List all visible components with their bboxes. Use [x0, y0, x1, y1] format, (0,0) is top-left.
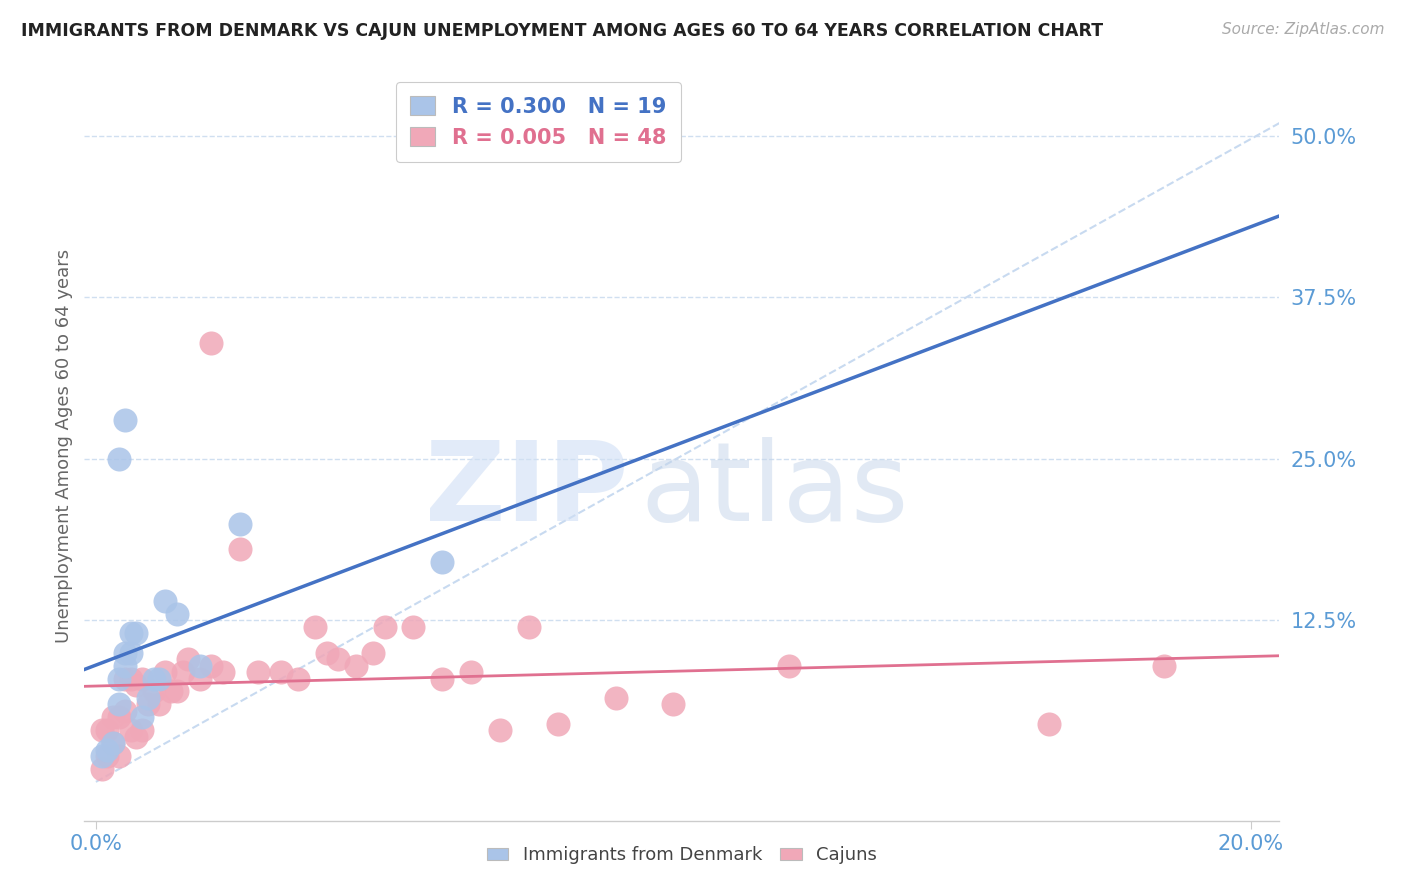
Point — [200, 335, 222, 350]
Point — [136, 698, 159, 712]
Point — [229, 516, 252, 531]
Point — [103, 736, 125, 750]
Point — [114, 646, 136, 660]
Text: Source: ZipAtlas.com: Source: ZipAtlas.com — [1222, 22, 1385, 37]
Point — [605, 690, 627, 705]
Point — [460, 665, 482, 679]
Point — [90, 749, 112, 764]
Point — [114, 704, 136, 718]
Point — [547, 716, 569, 731]
Point — [131, 710, 153, 724]
Point — [120, 672, 142, 686]
Point — [125, 626, 148, 640]
Point — [90, 762, 112, 776]
Point — [402, 620, 425, 634]
Point — [108, 698, 131, 712]
Point — [108, 451, 131, 466]
Point — [315, 646, 337, 660]
Point — [778, 658, 800, 673]
Point — [662, 698, 685, 712]
Point — [246, 665, 269, 679]
Point — [120, 723, 142, 738]
Point — [125, 678, 148, 692]
Point — [374, 620, 396, 634]
Point — [114, 658, 136, 673]
Point — [120, 646, 142, 660]
Point — [517, 620, 540, 634]
Point — [172, 665, 194, 679]
Point — [166, 684, 188, 698]
Point — [148, 672, 170, 686]
Point — [1153, 658, 1175, 673]
Point — [160, 684, 183, 698]
Point — [432, 555, 454, 569]
Point — [177, 652, 200, 666]
Text: atlas: atlas — [640, 437, 908, 544]
Point — [432, 672, 454, 686]
Point — [188, 672, 211, 686]
Point — [212, 665, 235, 679]
Point — [489, 723, 512, 738]
Point — [229, 542, 252, 557]
Point — [103, 710, 125, 724]
Point — [114, 413, 136, 427]
Point — [188, 658, 211, 673]
Point — [103, 736, 125, 750]
Point — [108, 672, 131, 686]
Point — [153, 594, 176, 608]
Point — [304, 620, 326, 634]
Text: IMMIGRANTS FROM DENMARK VS CAJUN UNEMPLOYMENT AMONG AGES 60 TO 64 YEARS CORRELAT: IMMIGRANTS FROM DENMARK VS CAJUN UNEMPLO… — [21, 22, 1104, 40]
Point — [142, 672, 165, 686]
Point — [96, 749, 118, 764]
Point — [131, 723, 153, 738]
Point — [328, 652, 350, 666]
Point — [90, 723, 112, 738]
Y-axis label: Unemployment Among Ages 60 to 64 years: Unemployment Among Ages 60 to 64 years — [55, 249, 73, 643]
Point — [148, 698, 170, 712]
Point — [153, 665, 176, 679]
Point — [344, 658, 367, 673]
Point — [125, 730, 148, 744]
Point — [270, 665, 292, 679]
Point — [361, 646, 384, 660]
Text: ZIP: ZIP — [425, 437, 628, 544]
Point — [96, 723, 118, 738]
Point — [1038, 716, 1060, 731]
Point — [166, 607, 188, 621]
Point — [131, 672, 153, 686]
Point — [114, 672, 136, 686]
Point — [120, 626, 142, 640]
Point — [200, 658, 222, 673]
Point — [96, 742, 118, 756]
Point — [142, 684, 165, 698]
Legend: Immigrants from Denmark, Cajuns: Immigrants from Denmark, Cajuns — [479, 839, 884, 871]
Point — [136, 690, 159, 705]
Point — [108, 749, 131, 764]
Point — [287, 672, 309, 686]
Point — [108, 710, 131, 724]
